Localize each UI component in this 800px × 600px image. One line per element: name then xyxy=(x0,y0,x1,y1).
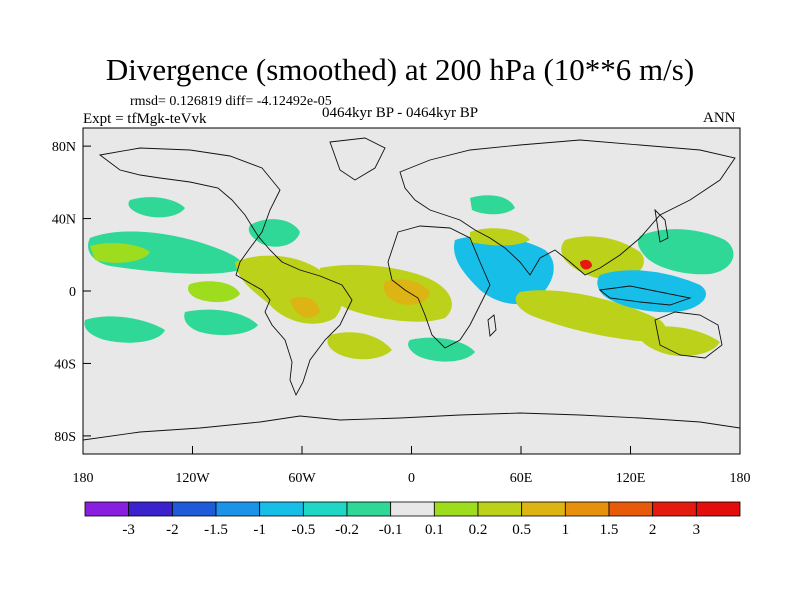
colorbar-label: 0.1 xyxy=(425,522,444,538)
fill-europe-green xyxy=(470,195,515,215)
coast-indonesia xyxy=(598,285,692,306)
colorbar-label: 1 xyxy=(562,522,570,538)
colorbar-label: -0.2 xyxy=(335,522,359,538)
colorbar-label: 3 xyxy=(693,522,701,538)
fill-red-asia xyxy=(580,259,592,270)
coast-africa xyxy=(387,225,491,349)
colorbar-swatch xyxy=(390,501,435,517)
coast-greenland xyxy=(329,137,386,181)
y-tick-label: 80N xyxy=(52,140,76,155)
fill-arabian-cyan xyxy=(454,235,554,305)
colorbar-swatch xyxy=(171,501,217,517)
y-tick-label: 40S xyxy=(54,357,76,372)
colorbar-swatch xyxy=(477,501,523,517)
plot-title: Divergence (smoothed) at 200 hPa (10**6 … xyxy=(105,52,695,87)
fill-central-pacific-green xyxy=(188,281,240,303)
fill-south-australia xyxy=(638,326,720,357)
period-label: 0464kyr BP - 0464kyr BP xyxy=(322,105,479,121)
x-axis: 180 120W 60W 0 60E 120E 180 xyxy=(73,446,751,486)
coast-eurasia xyxy=(399,139,736,276)
colorbar-swatch xyxy=(259,501,304,517)
fill-south-america-orange xyxy=(290,296,320,318)
fill-indian-south xyxy=(515,290,666,342)
fill-tropical-pacific xyxy=(88,231,243,274)
x-tick-label: 60W xyxy=(288,471,316,486)
coast-antarctica xyxy=(83,412,740,441)
colorbar-label: -0.1 xyxy=(379,522,403,538)
fill-indian-green xyxy=(470,228,530,246)
colorbar-swatch xyxy=(433,501,479,517)
fill-south-atlantic xyxy=(327,332,392,360)
x-tick-label: 0 xyxy=(408,471,415,486)
fill-south-indian xyxy=(408,337,475,362)
colorbar-label: 0.2 xyxy=(469,522,488,538)
fill-north-pacific xyxy=(128,197,185,218)
x-tick-label: 120W xyxy=(175,471,210,486)
fill-pacific-east-green xyxy=(90,243,150,263)
coast-japan xyxy=(654,208,669,243)
fill-south-pacific-2 xyxy=(184,309,258,336)
coast-australia xyxy=(654,311,723,359)
x-tick-label: 60E xyxy=(510,471,533,486)
y-tick-label: 80S xyxy=(54,430,76,445)
coastlines xyxy=(83,137,740,441)
fill-south-pacific xyxy=(84,316,165,343)
x-tick-label: 120E xyxy=(616,471,646,486)
colorbar-label: -0.5 xyxy=(291,522,315,538)
colorbar-swatch xyxy=(128,501,173,517)
colorbar-label: 2 xyxy=(649,522,657,538)
fill-west-pacific-green xyxy=(637,229,734,275)
colorbar: -3 -2 -1.5 -1 -0.5 -0.2 -0.1 0.1 0.2 0.5 1 1.5 2 3 xyxy=(84,501,741,538)
colorbar-swatch xyxy=(652,501,697,517)
y-axis: 80N 40N 0 40S 80S xyxy=(52,140,91,445)
coast-madagascar xyxy=(487,314,497,337)
contour-fills xyxy=(84,195,734,362)
colorbar-label: -1.5 xyxy=(204,522,228,538)
x-tick-label: 180 xyxy=(73,471,94,486)
colorbar-swatch xyxy=(302,501,348,517)
colorbar-label: -2 xyxy=(166,522,179,538)
colorbar-swatch xyxy=(608,501,654,517)
y-tick-label: 40N xyxy=(52,213,76,228)
fill-east-asia xyxy=(561,236,644,281)
coast-north-america xyxy=(98,147,353,397)
season-label: ANN xyxy=(703,110,736,126)
colorbar-label: -1 xyxy=(253,522,266,538)
colorbar-swatch xyxy=(695,501,741,517)
y-tick-label: 0 xyxy=(69,285,76,300)
colorbar-swatch xyxy=(215,501,261,517)
colorbar-label: -3 xyxy=(122,522,135,538)
x-tick-label: 180 xyxy=(730,471,751,486)
colorbar-swatch xyxy=(84,501,130,517)
experiment-label: Expt = tfMgk-teVvk xyxy=(83,111,207,127)
stats-label: rmsd= 0.126819 diff= -4.12492e-05 xyxy=(130,94,332,109)
colorbar-swatch xyxy=(346,501,392,517)
colorbar-label: 1.5 xyxy=(600,522,619,538)
colorbar-label: 0.5 xyxy=(512,522,531,538)
colorbar-swatch xyxy=(521,501,566,517)
colorbar-swatch xyxy=(564,501,610,517)
